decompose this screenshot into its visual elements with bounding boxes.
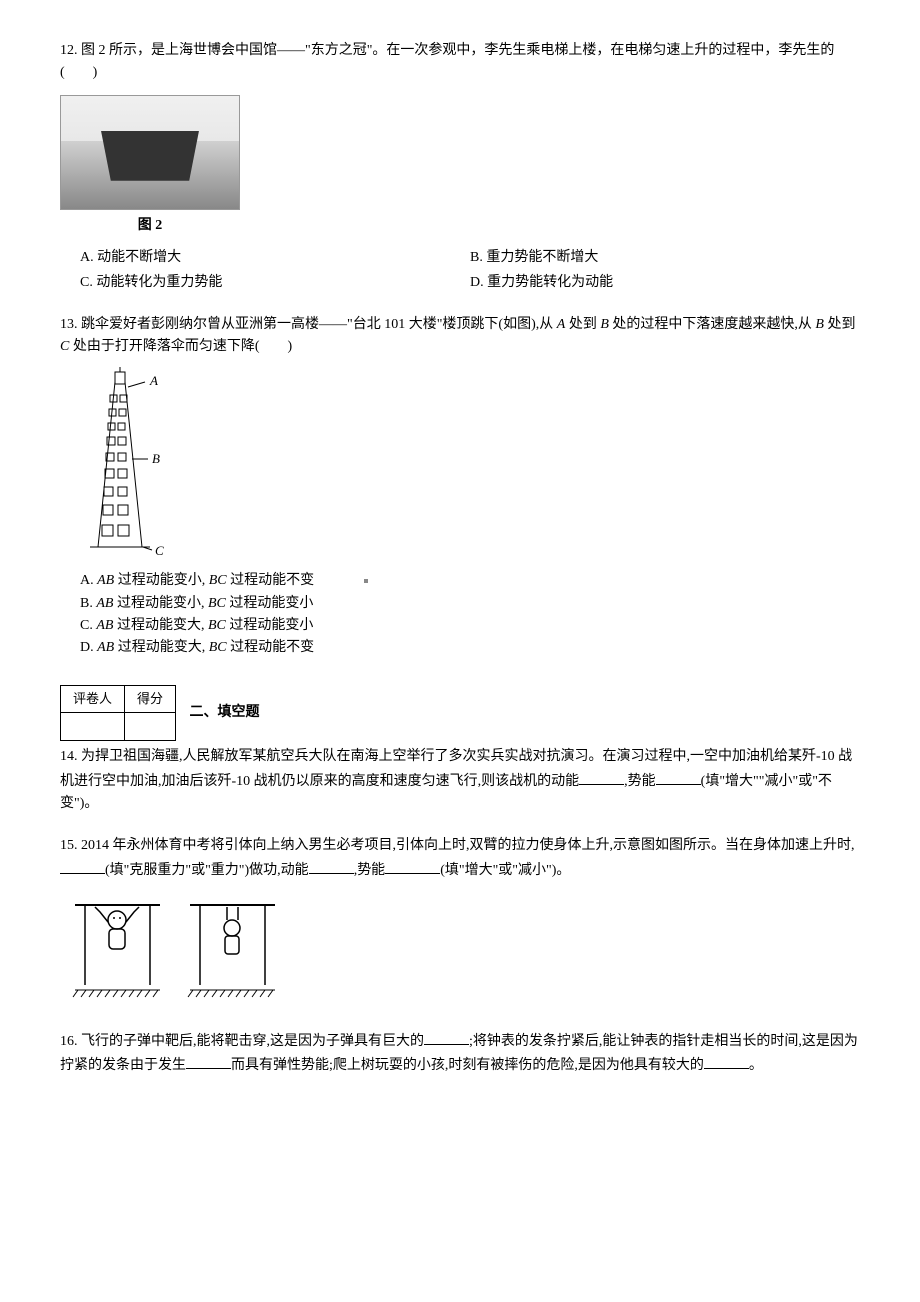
q15-text3: ,势能 [354, 863, 386, 878]
q15-blank1 [60, 858, 105, 874]
q14-blank1 [579, 769, 624, 785]
q16-text1: 飞行的子弹中靶后,能将靶击穿,这是因为子弹具有巨大的 [81, 1034, 424, 1049]
q12-options-row1: A. 动能不断增大 B. 重力势能不断增大 [60, 247, 860, 269]
q12-option-d: D. 重力势能转化为动能 [470, 272, 860, 294]
q14-number: 14. [60, 749, 78, 764]
q15-text2: (填"克服重力"或"重力")做功,动能 [105, 863, 309, 878]
q15-text4: (填"增大"或"减小")。 [440, 863, 570, 878]
q15-number: 15. [60, 838, 78, 853]
q13-option-b: B. AB 过程动能变小, BC 过程动能变小 [80, 593, 860, 615]
dot-icon [364, 579, 368, 583]
q16-blank2 [186, 1053, 231, 1069]
label-a: A [149, 373, 158, 388]
q12-body: 图 2 所示，是上海世博会中国馆——"东方之冠"。在一次参观中，李先生乘电梯上楼… [60, 43, 834, 80]
q14-text: 14. 为捍卫祖国海疆,人民解放军某航空兵大队在南海上空举行了多次实兵实战对抗演… [60, 746, 860, 815]
q13-body: 跳伞爱好者彭刚纳尔曾从亚洲第一高楼——"台北 101 大楼"楼顶跳下(如图),从… [60, 317, 855, 354]
question-12: 12. 图 2 所示，是上海世博会中国馆——"东方之冠"。在一次参观中，李先生乘… [60, 40, 860, 294]
q15-text1: 2014 年永州体育中考将引体向上纳入男生必考项目,引体向上时,双臂的拉力使身体… [81, 838, 855, 853]
section-2-title: 二、填空题 [190, 702, 260, 724]
score-table: 评卷人 得分 [60, 685, 176, 742]
q14-blank2 [656, 769, 701, 785]
q12-options-row2: C. 动能转化为重力势能 D. 重力势能转化为动能 [60, 272, 860, 294]
q16-text: 16. 飞行的子弹中靶后,能将靶击穿,这是因为子弹具有巨大的;将钟表的发条拧紧后… [60, 1029, 860, 1078]
figure-2-container: 图 2 [60, 95, 860, 237]
q16-blank1 [424, 1029, 469, 1045]
figure-2-caption: 图 2 [60, 215, 240, 237]
q16-blank3 [704, 1053, 749, 1069]
q13-option-c: C. AB 过程动能变大, BC 过程动能变小 [80, 615, 860, 637]
q12-option-c: C. 动能转化为重力势能 [80, 272, 470, 294]
q16-text3: 而具有弹性势能;爬上树玩耍的小孩,时刻有被摔伤的危险,是因为他具有较大的 [231, 1058, 704, 1073]
score-cell [125, 713, 176, 741]
q12-option-b: B. 重力势能不断增大 [470, 247, 860, 269]
q15-pullup-figure [60, 890, 860, 1008]
section-2-header: 评卷人 得分 二、填空题 [60, 680, 860, 747]
q16-number: 16. [60, 1034, 78, 1049]
q13-option-d: D. AB 过程动能变大, BC 过程动能不变 [80, 637, 860, 659]
scorer-header: 评卷人 [61, 685, 125, 713]
q12-text: 12. 图 2 所示，是上海世博会中国馆——"东方之冠"。在一次参观中，李先生乘… [60, 40, 860, 85]
q13-number: 13. [60, 317, 78, 332]
figure-2-image [60, 95, 240, 210]
label-c: C [155, 543, 164, 557]
q13-building-figure: A B C [60, 367, 860, 565]
score-header: 得分 [125, 685, 176, 713]
q15-text: 15. 2014 年永州体育中考将引体向上纳入男生必考项目,引体向上时,双臂的拉… [60, 835, 860, 882]
question-15: 15. 2014 年永州体育中考将引体向上纳入男生必考项目,引体向上时,双臂的拉… [60, 835, 860, 1008]
question-14: 14. 为捍卫祖国海疆,人民解放军某航空兵大队在南海上空举行了多次实兵实战对抗演… [60, 746, 860, 815]
q15-blank3 [385, 858, 440, 874]
scorer-cell [61, 713, 125, 741]
q13-option-a: A. AB 过程动能变小, BC 过程动能不变 [80, 570, 860, 592]
q12-option-a: A. 动能不断增大 [80, 247, 470, 269]
q14-text2: ,势能 [624, 774, 656, 789]
question-16: 16. 飞行的子弹中靶后,能将靶击穿,这是因为子弹具有巨大的;将钟表的发条拧紧后… [60, 1029, 860, 1078]
q15-blank2 [309, 858, 354, 874]
q13-options: A. AB 过程动能变小, BC 过程动能不变 B. AB 过程动能变小, BC… [60, 570, 860, 660]
q13-text: 13. 跳伞爱好者彭刚纳尔曾从亚洲第一高楼——"台北 101 大楼"楼顶跳下(如… [60, 314, 860, 359]
label-b: B [152, 451, 160, 466]
q16-text4: 。 [749, 1058, 763, 1073]
question-13: 13. 跳伞爱好者彭刚纳尔曾从亚洲第一高楼——"台北 101 大楼"楼顶跳下(如… [60, 314, 860, 660]
q12-number: 12. [60, 43, 78, 58]
